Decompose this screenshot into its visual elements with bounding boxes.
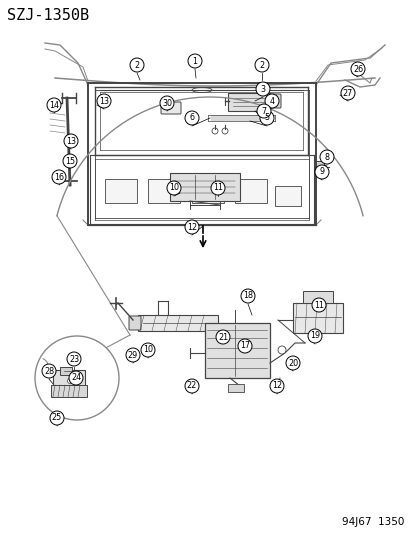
Circle shape: [185, 111, 199, 125]
Circle shape: [237, 339, 252, 353]
Text: 17: 17: [240, 342, 249, 351]
Text: 10: 10: [142, 345, 153, 354]
Bar: [51, 385, 87, 397]
FancyBboxPatch shape: [138, 315, 218, 331]
Circle shape: [166, 181, 180, 195]
Circle shape: [211, 181, 224, 195]
Text: 10: 10: [169, 183, 178, 192]
Circle shape: [255, 82, 269, 96]
FancyBboxPatch shape: [302, 291, 332, 303]
Bar: [60, 367, 72, 375]
Text: 12: 12: [187, 222, 197, 231]
Bar: [192, 179, 223, 203]
Text: 23: 23: [69, 354, 79, 364]
Text: 8: 8: [324, 152, 329, 161]
FancyBboxPatch shape: [129, 316, 141, 330]
Text: 5: 5: [264, 114, 269, 123]
Circle shape: [350, 62, 364, 76]
Text: 94J67  1350: 94J67 1350: [341, 517, 403, 527]
Text: 30: 30: [161, 99, 171, 108]
Bar: [147, 179, 180, 203]
Circle shape: [285, 356, 299, 370]
Text: 12: 12: [271, 382, 281, 391]
Text: 9: 9: [319, 167, 324, 176]
Circle shape: [221, 128, 228, 134]
Text: 13: 13: [66, 136, 76, 146]
Circle shape: [69, 371, 83, 385]
Circle shape: [130, 58, 144, 72]
Text: 18: 18: [242, 292, 252, 301]
Circle shape: [67, 352, 81, 366]
Circle shape: [259, 111, 273, 125]
Circle shape: [254, 58, 268, 72]
Text: 1: 1: [192, 56, 197, 66]
Circle shape: [256, 104, 271, 118]
Text: 25: 25: [52, 414, 62, 423]
Text: 14: 14: [49, 101, 59, 109]
Circle shape: [67, 378, 72, 384]
Circle shape: [159, 96, 173, 110]
Circle shape: [211, 128, 218, 134]
Text: SZJ-1350B: SZJ-1350B: [7, 8, 89, 23]
Bar: [228, 384, 243, 392]
Text: 6: 6: [189, 114, 194, 123]
Circle shape: [216, 330, 230, 344]
Text: 7: 7: [261, 107, 266, 116]
Circle shape: [240, 289, 254, 303]
Text: 24: 24: [71, 374, 81, 383]
Circle shape: [126, 348, 140, 362]
Text: 2: 2: [134, 61, 139, 69]
Circle shape: [340, 86, 354, 100]
Circle shape: [50, 411, 64, 425]
Text: 19: 19: [309, 332, 319, 341]
Circle shape: [319, 150, 333, 164]
Text: 13: 13: [99, 96, 109, 106]
Ellipse shape: [192, 87, 211, 93]
FancyBboxPatch shape: [228, 93, 269, 111]
Circle shape: [64, 134, 78, 148]
Text: 16: 16: [54, 173, 64, 182]
Bar: [235, 179, 266, 203]
FancyBboxPatch shape: [204, 323, 269, 378]
FancyBboxPatch shape: [292, 303, 342, 333]
Circle shape: [307, 329, 321, 343]
Circle shape: [141, 343, 154, 357]
Text: 15: 15: [65, 157, 75, 166]
Text: 11: 11: [212, 183, 223, 192]
Circle shape: [35, 336, 119, 420]
Circle shape: [277, 346, 285, 354]
Circle shape: [264, 94, 278, 108]
Text: 27: 27: [342, 88, 352, 98]
Bar: [105, 179, 137, 203]
Circle shape: [269, 379, 283, 393]
Text: 4: 4: [269, 96, 274, 106]
Text: 20: 20: [287, 359, 297, 367]
Circle shape: [314, 165, 328, 179]
Text: 22: 22: [186, 382, 197, 391]
Circle shape: [97, 94, 111, 108]
Circle shape: [63, 154, 77, 168]
Text: 11: 11: [313, 301, 323, 310]
Circle shape: [185, 220, 199, 234]
Circle shape: [47, 98, 61, 112]
Circle shape: [185, 379, 199, 393]
Circle shape: [311, 298, 325, 312]
Text: 29: 29: [128, 351, 138, 359]
Circle shape: [42, 364, 56, 378]
FancyBboxPatch shape: [170, 173, 240, 201]
Bar: [313, 161, 323, 173]
Text: 21: 21: [217, 333, 228, 342]
Circle shape: [188, 54, 202, 68]
FancyBboxPatch shape: [266, 94, 280, 108]
Text: 26: 26: [352, 64, 362, 74]
Text: 28: 28: [44, 367, 54, 376]
Text: 2: 2: [259, 61, 264, 69]
FancyBboxPatch shape: [161, 102, 180, 114]
Text: 3: 3: [260, 85, 265, 93]
Circle shape: [52, 170, 66, 184]
Bar: [274, 186, 300, 206]
Bar: [53, 370, 85, 388]
